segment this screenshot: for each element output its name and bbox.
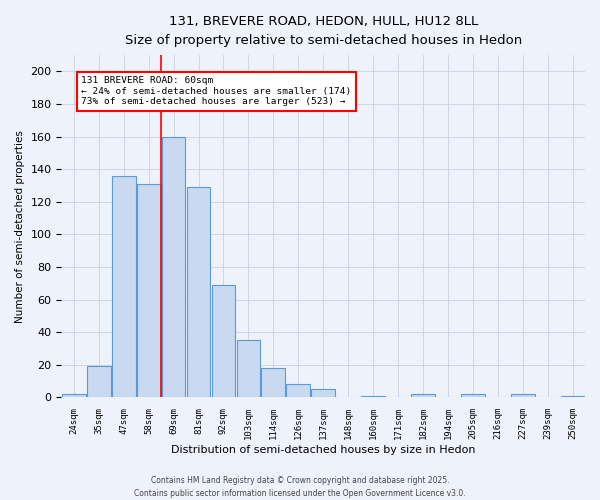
Bar: [212, 285, 235, 398]
Bar: [87, 366, 110, 398]
Bar: [361, 396, 385, 398]
Bar: [286, 384, 310, 398]
Bar: [137, 184, 161, 398]
Title: 131, BREVERE ROAD, HEDON, HULL, HU12 8LL
Size of property relative to semi-detac: 131, BREVERE ROAD, HEDON, HULL, HU12 8LL…: [125, 15, 522, 47]
Bar: [311, 390, 335, 398]
Bar: [511, 394, 535, 398]
Text: Contains HM Land Registry data © Crown copyright and database right 2025.
Contai: Contains HM Land Registry data © Crown c…: [134, 476, 466, 498]
Bar: [461, 394, 485, 398]
X-axis label: Distribution of semi-detached houses by size in Hedon: Distribution of semi-detached houses by …: [171, 445, 475, 455]
Bar: [162, 136, 185, 398]
Bar: [411, 394, 435, 398]
Bar: [560, 396, 584, 398]
Bar: [187, 187, 211, 398]
Bar: [62, 394, 86, 398]
Y-axis label: Number of semi-detached properties: Number of semi-detached properties: [15, 130, 25, 322]
Bar: [112, 176, 136, 398]
Bar: [236, 340, 260, 398]
Bar: [262, 368, 285, 398]
Text: 131 BREVERE ROAD: 60sqm
← 24% of semi-detached houses are smaller (174)
73% of s: 131 BREVERE ROAD: 60sqm ← 24% of semi-de…: [82, 76, 352, 106]
